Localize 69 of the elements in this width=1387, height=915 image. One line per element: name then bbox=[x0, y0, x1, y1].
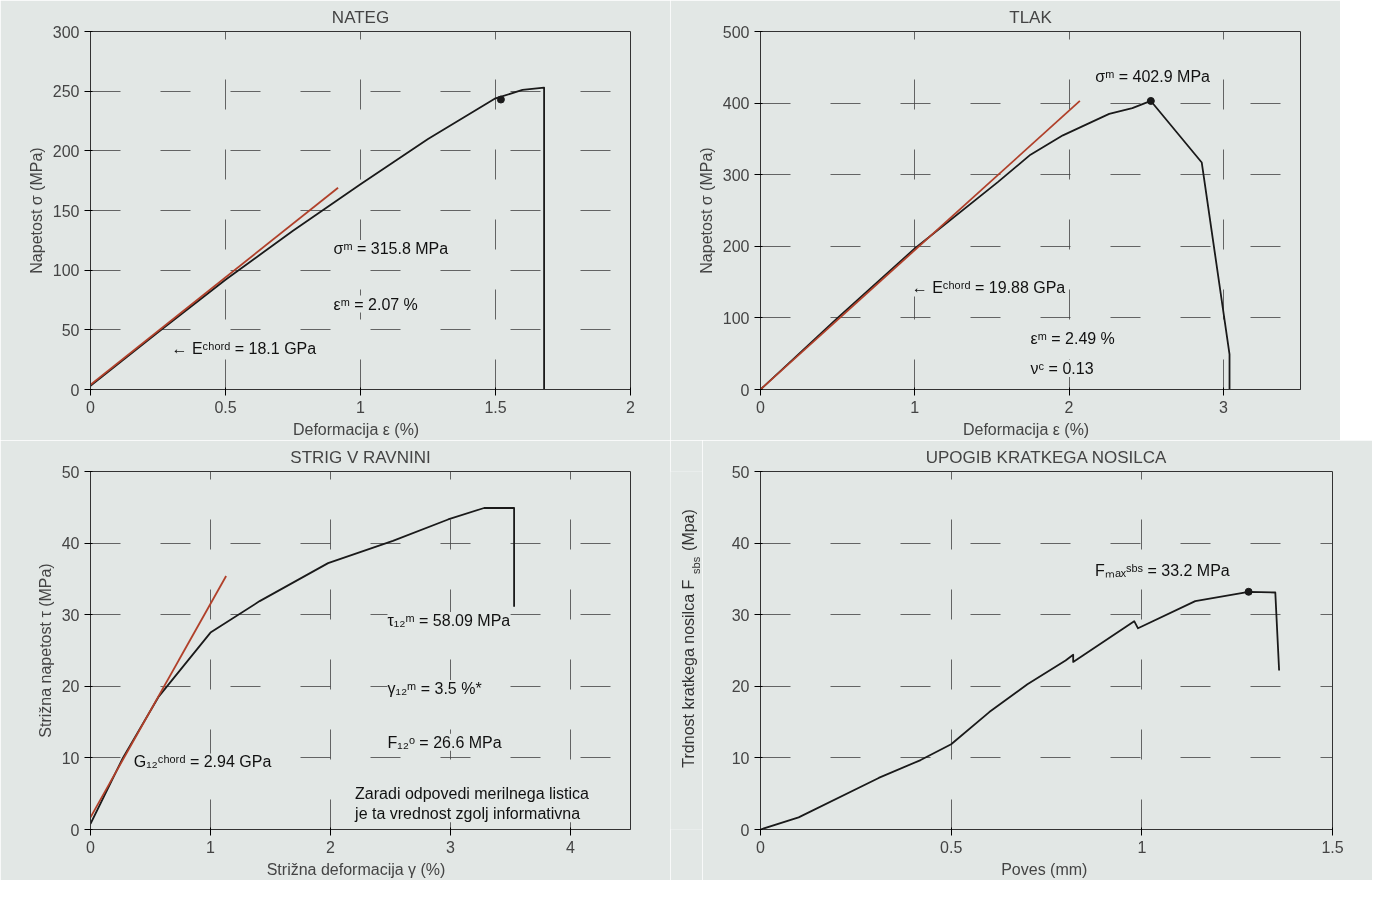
x-tick-label: 0 bbox=[756, 838, 766, 856]
y-tick-label: 0 bbox=[740, 381, 750, 399]
y-tick-label: 50 bbox=[731, 463, 750, 481]
annotation: ← Eᶜʰᵒʳᵈ = 19.88 GPa bbox=[911, 279, 1066, 297]
y-tick-label: 10 bbox=[61, 749, 80, 767]
y-tick-label: 300 bbox=[52, 23, 80, 41]
y-tick-label: 10 bbox=[731, 749, 750, 767]
annotation: νᶜ = 0.13 bbox=[1030, 359, 1094, 377]
annotation: εᵐ = 2.49 % bbox=[1030, 329, 1115, 347]
x-tick-label: 1 bbox=[356, 398, 366, 416]
annotation: G₁₂ᶜʰᵒʳᵈ = 2.94 GPa bbox=[133, 753, 272, 771]
x-tick-label: 1 bbox=[206, 838, 216, 856]
y-tick-label: 50 bbox=[61, 463, 80, 481]
y-tick-label: 50 bbox=[61, 321, 80, 339]
annotation: γ₁₂ᵐ = 3.5 %* bbox=[387, 680, 482, 698]
y-tick-label: 30 bbox=[61, 606, 80, 624]
y-tick-label: 40 bbox=[731, 535, 750, 553]
x-axis-title: Poves (mm) bbox=[1001, 860, 1088, 878]
y-tick-label: 40 bbox=[61, 535, 80, 553]
y-axis-title: Napetost σ (MPa) bbox=[697, 147, 715, 274]
x-tick-label: 1 bbox=[1137, 838, 1147, 856]
y-tick-label: 300 bbox=[722, 166, 750, 184]
x-axis-title: Deformacija ε (%) bbox=[962, 420, 1090, 438]
annotation: ← Eᶜʰᵒʳᵈ = 18.1 GPa bbox=[171, 340, 317, 358]
y-axis-title: Trdnost kratkega nosilca Fsbs (Mpa) bbox=[679, 509, 702, 768]
y-tick-label: 0 bbox=[70, 821, 80, 839]
x-tick-label: 1.5 bbox=[484, 398, 507, 416]
x-tick-label: 2 bbox=[1064, 398, 1074, 416]
x-tick-label: 1 bbox=[910, 398, 920, 416]
annotation: σᵐ = 402.9 MPa bbox=[1095, 68, 1211, 86]
annotation: Zaradi odpovedi merilnega listica je ta vrednost zgolj informativna bbox=[354, 784, 590, 823]
y-tick-label: 30 bbox=[731, 606, 750, 624]
annotation: σᵐ = 315.8 MPa bbox=[333, 240, 449, 258]
x-tick-label: 3 bbox=[1218, 398, 1228, 416]
x-tick-label: 4 bbox=[566, 838, 576, 856]
y-tick-label: 20 bbox=[731, 678, 750, 696]
y-tick-label: 20 bbox=[61, 678, 80, 696]
x-tick-label: 0.5 bbox=[214, 398, 237, 416]
x-axis-title: Strižna deformacija γ (%) bbox=[266, 860, 446, 878]
x-tick-label: 0 bbox=[86, 398, 96, 416]
y-tick-label: 150 bbox=[52, 202, 80, 220]
y-tick-label: 500 bbox=[722, 23, 750, 41]
line-series bbox=[90, 86, 545, 390]
y-tick-label: 200 bbox=[52, 142, 80, 160]
chart-title: NATEG bbox=[331, 7, 390, 27]
chart-title: TLAK bbox=[1009, 7, 1053, 27]
y-tick-label: 0 bbox=[70, 381, 80, 399]
x-tick-label: 0 bbox=[86, 838, 96, 856]
x-tick-label: 3 bbox=[446, 838, 456, 856]
x-tick-label: 0 bbox=[756, 398, 766, 416]
y-tick-label: 0 bbox=[740, 821, 750, 839]
y-tick-label: 100 bbox=[52, 262, 80, 280]
x-tick-label: 2 bbox=[326, 838, 336, 856]
annotation: Fₘₐₓˢᵇˢ = 33.2 MPa bbox=[1095, 561, 1230, 579]
y-tick-label: 200 bbox=[722, 238, 750, 256]
y-axis-title: Napetost σ (MPa) bbox=[27, 147, 45, 274]
y-axis-title: Strižna napetost τ (MPa) bbox=[36, 563, 54, 738]
x-axis-title: Deformacija ε (%) bbox=[292, 420, 420, 438]
annotation: F₁₂ᵒ = 26.6 MPa bbox=[387, 733, 502, 751]
y-tick-label: 400 bbox=[722, 95, 750, 113]
chart-title: UPOGIB KRATKEGA NOSILCA bbox=[925, 447, 1167, 467]
y-tick-label: 250 bbox=[52, 83, 80, 101]
annotation: τ₁₂ᵐ = 58.09 MPa bbox=[387, 612, 511, 630]
y-tick-label: 100 bbox=[722, 309, 750, 327]
annotation: εᵐ = 2.07 % bbox=[333, 295, 418, 313]
x-tick-label: 0.5 bbox=[940, 838, 963, 856]
x-tick-label: 2 bbox=[626, 398, 636, 416]
chart-title: STRIG V RAVNINI bbox=[290, 447, 431, 467]
x-tick-label: 1.5 bbox=[1321, 838, 1344, 856]
